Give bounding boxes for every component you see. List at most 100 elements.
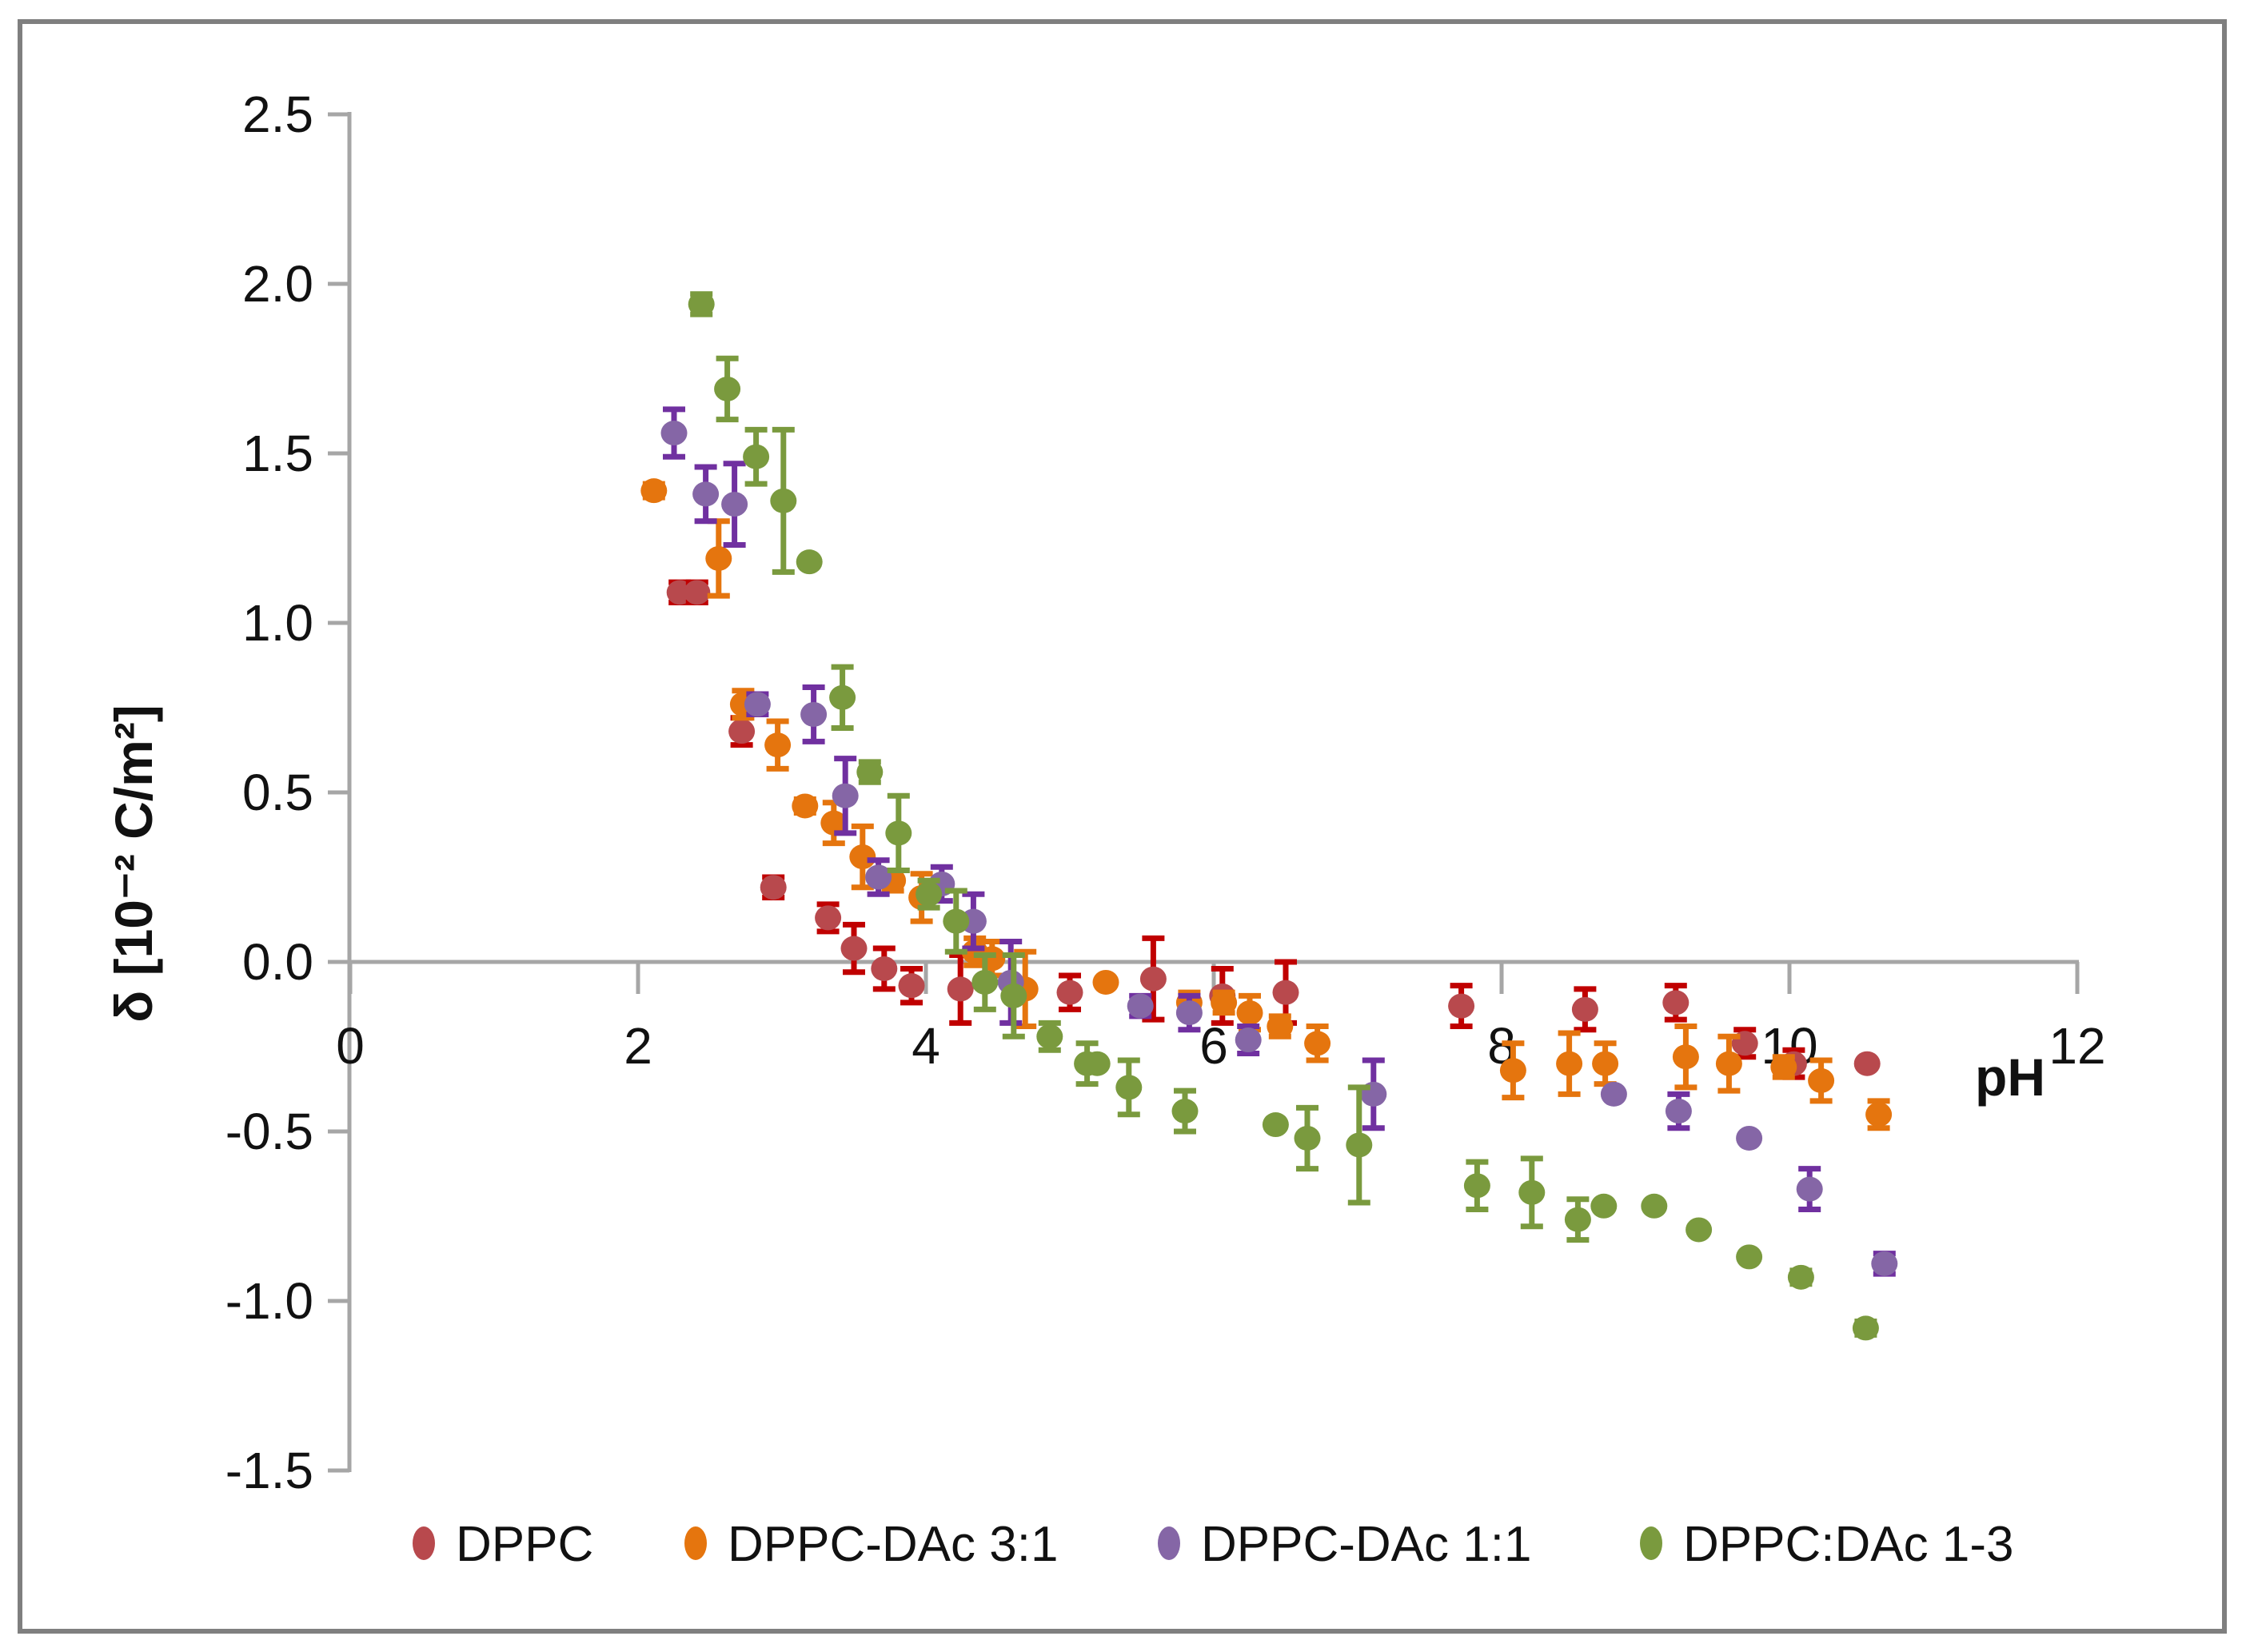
outer-border [18,19,2227,1634]
y-tick-label: 1.0 [242,594,313,652]
data-point [1499,1058,1526,1083]
data-point [820,810,848,836]
data-series [640,291,1898,1341]
data-point [849,844,876,870]
data-point [1272,980,1299,1005]
data-point [1083,1051,1111,1076]
data-point [1871,1251,1898,1276]
data-point [1127,993,1154,1019]
data-point [947,976,974,1002]
data-point [1592,1051,1619,1076]
series-dppc [666,579,1881,1080]
data-point [856,760,884,785]
data-point [1662,990,1690,1016]
series-dppc-dac-1-1 [660,406,1898,1277]
legend-label: DPPC [456,1517,593,1572]
legend-marker [684,1526,707,1560]
data-point [1139,966,1167,992]
data-point [832,783,859,808]
chart-frame [18,19,2227,1634]
data-point [764,732,792,758]
data-point [1665,1099,1692,1124]
data-point [1672,1044,1699,1070]
data-point [1211,990,1238,1016]
data-point [971,969,999,995]
y-tick-label: -1.5 [225,1442,313,1499]
data-point [1600,1081,1627,1107]
data-point [1036,1024,1063,1049]
data-point [721,492,748,517]
data-point [796,549,823,575]
data-point [898,973,925,999]
y-tick-label: 0.5 [242,764,313,821]
data-point [1171,1099,1199,1124]
data-point [829,684,856,710]
data-point [1304,1031,1331,1056]
legend-item-dppc: DPPC [413,1517,593,1572]
data-point [1267,1014,1294,1039]
data-point [1808,1067,1835,1093]
data-point [1853,1051,1881,1076]
legend-label: DPPC-DAc 1:1 [1201,1517,1531,1572]
data-point [770,488,797,513]
data-point [1736,1244,1763,1270]
data-point [1236,1000,1263,1026]
legend-label: DPPC:DAc 1-3 [1683,1517,2013,1572]
data-point [640,478,668,504]
x-tick-label: 6 [1199,1017,1228,1075]
legend-marker [1640,1526,1662,1560]
data-point [1571,996,1598,1022]
x-axis: 0 2 4 6 8 10 12 [336,960,2106,1075]
data-point [1518,1179,1546,1205]
data-point [688,291,715,317]
x-tick-label: 0 [336,1017,365,1075]
y-tick-label: 1.5 [242,425,313,482]
data-point [916,881,943,907]
series-dppc-dac-3-1 [640,478,1893,1131]
data-point [1294,1125,1321,1151]
data-point [1590,1193,1618,1219]
data-point [871,956,898,981]
data-point [684,580,711,605]
data-point [714,376,741,401]
data-point [885,820,912,846]
x-tick-label: 12 [2049,1017,2105,1075]
data-point [1463,1173,1490,1199]
data-point [743,444,770,469]
data-point [1686,1217,1713,1243]
data-point [705,545,732,571]
data-point [1796,1176,1823,1202]
legend-marker [413,1526,435,1560]
data-point [1715,1051,1742,1076]
data-point [1235,1028,1262,1053]
data-point [1000,983,1027,1008]
data-point [1564,1207,1591,1232]
data-point [660,421,688,446]
legend-marker [1158,1526,1180,1560]
y-tick-label: -0.5 [225,1103,313,1160]
data-point [1115,1075,1143,1100]
data-point [1770,1054,1797,1079]
data-point [815,905,842,931]
legend-item-dppc-dac-1-1: DPPC-DAc 1:1 [1158,1517,1531,1572]
y-tick-label: -1.0 [225,1272,313,1330]
data-point [1262,1112,1289,1138]
data-point [840,936,868,961]
series-dppc-dac-1-3 [688,291,1879,1341]
y-axis-title: δ [10⁻² C/m²] [104,704,163,1023]
data-point [1556,1051,1583,1076]
data-point [1175,1000,1203,1026]
y-tick-label: 2.5 [242,86,313,143]
axis-titles: pH δ [10⁻² C/m²] [104,704,2045,1107]
y-tick-label: 2.0 [242,255,313,313]
data-point [943,908,970,934]
legend-label: DPPC-DAc 3:1 [728,1517,1058,1572]
data-point [1852,1315,1879,1341]
data-point [1736,1125,1763,1151]
data-point [800,701,828,727]
y-axis: 2.5 2.0 1.5 1.0 0.5 0.0 -0.5 -1.0 -1.5 [225,86,352,1499]
data-point [744,692,771,717]
data-point [728,719,756,744]
